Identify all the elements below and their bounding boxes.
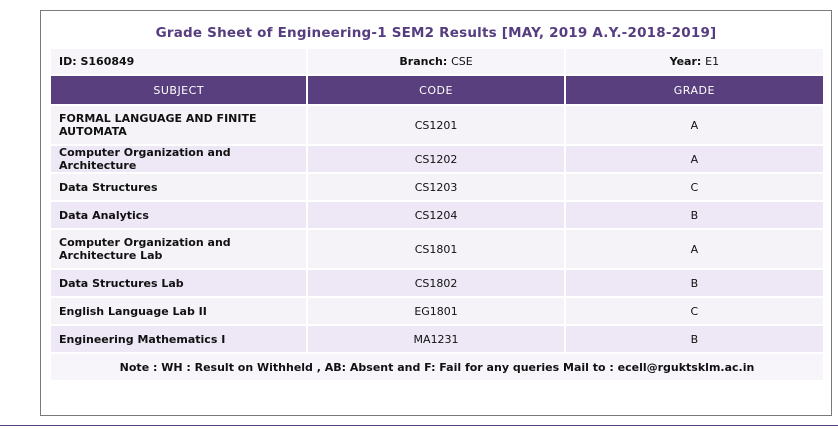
table-row: Computer Organization and Architecture CS… (51, 146, 823, 172)
grade-cell: A (565, 106, 823, 144)
grade-cell: B (565, 202, 823, 228)
id-value: S160849 (80, 55, 135, 68)
table-row: Computer Organization and Architecture L… (51, 230, 823, 268)
code-cell: CS1203 (308, 174, 564, 200)
subject-cell: Engineering Mathematics I (51, 326, 307, 352)
table-row: Data Structures CS1203 C (51, 174, 823, 200)
table-header-row: SUBJECT CODE GRADE (51, 76, 823, 104)
table-row: Data Structures Lab CS1802 B (51, 270, 823, 296)
grade-cell: B (565, 326, 823, 352)
note-text: Note : WH : Result on Withheld , AB: Abs… (51, 354, 823, 380)
subject-column-header: SUBJECT (51, 76, 307, 104)
subject-cell: Data Structures (51, 174, 307, 200)
year-cell: Year: E1 (565, 49, 823, 74)
code-cell: CS1204 (308, 202, 564, 228)
branch-cell: Branch: CSE (308, 49, 564, 74)
grade-rows: FORMAL LANGUAGE AND FINITE AUTOMATA CS120… (51, 106, 823, 352)
code-cell: CS1201 (308, 106, 564, 144)
student-id-cell: ID: S160849 (51, 49, 307, 74)
table-row: Data Analytics CS1204 B (51, 202, 823, 228)
subject-cell: Data Structures Lab (51, 270, 307, 296)
grade-cell: C (565, 174, 823, 200)
code-cell: CS1202 (308, 146, 564, 172)
grade-column-header: GRADE (565, 76, 823, 104)
branch-label: Branch: (399, 55, 448, 68)
code-cell: CS1802 (308, 270, 564, 296)
subject-cell: FORMAL LANGUAGE AND FINITE AUTOMATA (51, 106, 307, 144)
grade-cell: B (565, 270, 823, 296)
footer-divider (0, 425, 838, 426)
subject-cell: English Language Lab II (51, 298, 307, 324)
grade-cell: A (565, 230, 823, 268)
grade-table: ID: S160849 Branch: CSE Year: E1 SUBJECT… (49, 47, 825, 382)
year-label: Year: (669, 55, 702, 68)
year-value: E1 (705, 55, 720, 68)
grade-cell: A (565, 146, 823, 172)
code-cell: MA1231 (308, 326, 564, 352)
student-info-row: ID: S160849 Branch: CSE Year: E1 (51, 49, 823, 74)
subject-cell: Data Analytics (51, 202, 307, 228)
branch-value: CSE (451, 55, 473, 68)
grade-sheet-panel: Grade Sheet of Engineering-1 SEM2 Result… (40, 10, 832, 416)
table-row: FORMAL LANGUAGE AND FINITE AUTOMATA CS120… (51, 106, 823, 144)
subject-cell: Computer Organization and Architecture L… (51, 230, 307, 268)
code-cell: CS1801 (308, 230, 564, 268)
page-title: Grade Sheet of Engineering-1 SEM2 Result… (155, 25, 717, 41)
table-row: Engineering Mathematics I MA1231 B (51, 326, 823, 352)
table-row: English Language Lab II EG1801 C (51, 298, 823, 324)
note-row: Note : WH : Result on Withheld , AB: Abs… (51, 354, 823, 380)
grade-cell: C (565, 298, 823, 324)
subject-cell: Computer Organization and Architecture (51, 146, 307, 172)
code-column-header: CODE (308, 76, 564, 104)
code-cell: EG1801 (308, 298, 564, 324)
id-label: ID: (59, 55, 77, 68)
